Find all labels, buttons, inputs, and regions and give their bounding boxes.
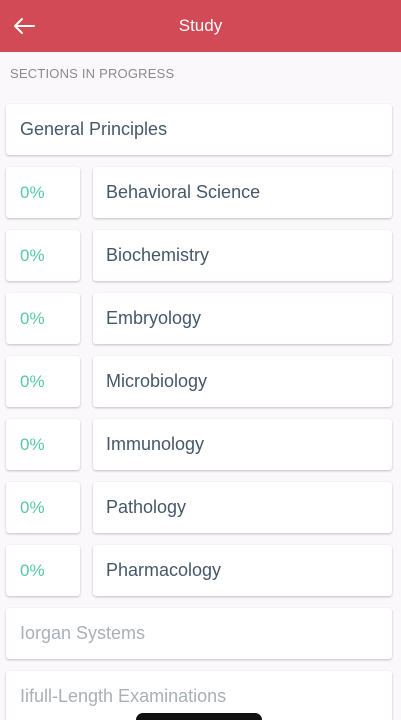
general-principles-row: General Principles	[6, 104, 392, 155]
section-card-microbiology[interactable]: Microbiology	[93, 356, 392, 407]
general-principles-label: General Principles	[20, 119, 168, 139]
progress-percent: 0%	[20, 308, 45, 328]
page-title: Study	[178, 16, 223, 35]
section-name: Behavioral Science	[106, 182, 261, 202]
section-card-pathology[interactable]: Pathology	[93, 482, 392, 533]
section-row-behavioral-science: 0% Behavioral Science	[6, 167, 392, 218]
progress-percent-card: 0%	[6, 482, 80, 533]
progress-percent-card: 0%	[6, 293, 80, 344]
section-name: Pathology	[106, 497, 187, 517]
section-row-immunology: 0% Immunology	[6, 419, 392, 470]
progress-percent-card: 0%	[6, 356, 80, 407]
section-row-pathology: 0% Pathology	[6, 482, 392, 533]
progress-percent: 0%	[20, 497, 45, 517]
section-name: Pharmacology	[106, 560, 222, 580]
full-length-examinations-row: Iifull-Length Examinations	[6, 671, 392, 720]
full-length-examinations-label: Iifull-Length Examinations	[20, 686, 227, 706]
section-row-embryology: 0% Embryology	[6, 293, 392, 344]
progress-percent-card: 0%	[6, 167, 80, 218]
section-card-embryology[interactable]: Embryology	[93, 293, 392, 344]
organ-systems-card[interactable]: Iorgan Systems	[6, 608, 392, 659]
full-length-examinations-card[interactable]: Iifull-Length Examinations	[6, 671, 392, 720]
arrow-left-icon	[14, 18, 35, 34]
section-row-microbiology: 0% Microbiology	[6, 356, 392, 407]
progress-percent-card: 0%	[6, 419, 80, 470]
section-card-pharmacology[interactable]: Pharmacology	[93, 545, 392, 596]
top-app-bar: Study	[0, 0, 401, 52]
section-card-biochemistry[interactable]: Biochemistry	[93, 230, 392, 281]
back-button[interactable]	[4, 6, 44, 46]
progress-percent: 0%	[20, 245, 45, 265]
section-name: Embryology	[106, 308, 202, 328]
section-name: Immunology	[106, 434, 205, 454]
progress-percent: 0%	[20, 182, 45, 202]
section-name: Microbiology	[106, 371, 208, 391]
progress-percent-card: 0%	[6, 545, 80, 596]
sections-list: General Principles 0% Behavioral Science…	[6, 104, 392, 720]
general-principles-card[interactable]: General Principles	[6, 104, 392, 155]
home-indicator[interactable]	[136, 713, 262, 720]
sections-in-progress-header: SECTIONS IN PROGRESS	[10, 66, 175, 81]
progress-percent: 0%	[20, 560, 45, 580]
section-row-biochemistry: 0% Biochemistry	[6, 230, 392, 281]
section-card-behavioral-science[interactable]: Behavioral Science	[93, 167, 392, 218]
progress-percent: 0%	[20, 371, 45, 391]
section-row-pharmacology: 0% Pharmacology	[6, 545, 392, 596]
organ-systems-label: Iorgan Systems	[20, 623, 146, 643]
section-card-immunology[interactable]: Immunology	[93, 419, 392, 470]
progress-percent-card: 0%	[6, 230, 80, 281]
progress-percent: 0%	[20, 434, 45, 454]
section-name: Biochemistry	[106, 245, 210, 265]
organ-systems-row: Iorgan Systems	[6, 608, 392, 659]
